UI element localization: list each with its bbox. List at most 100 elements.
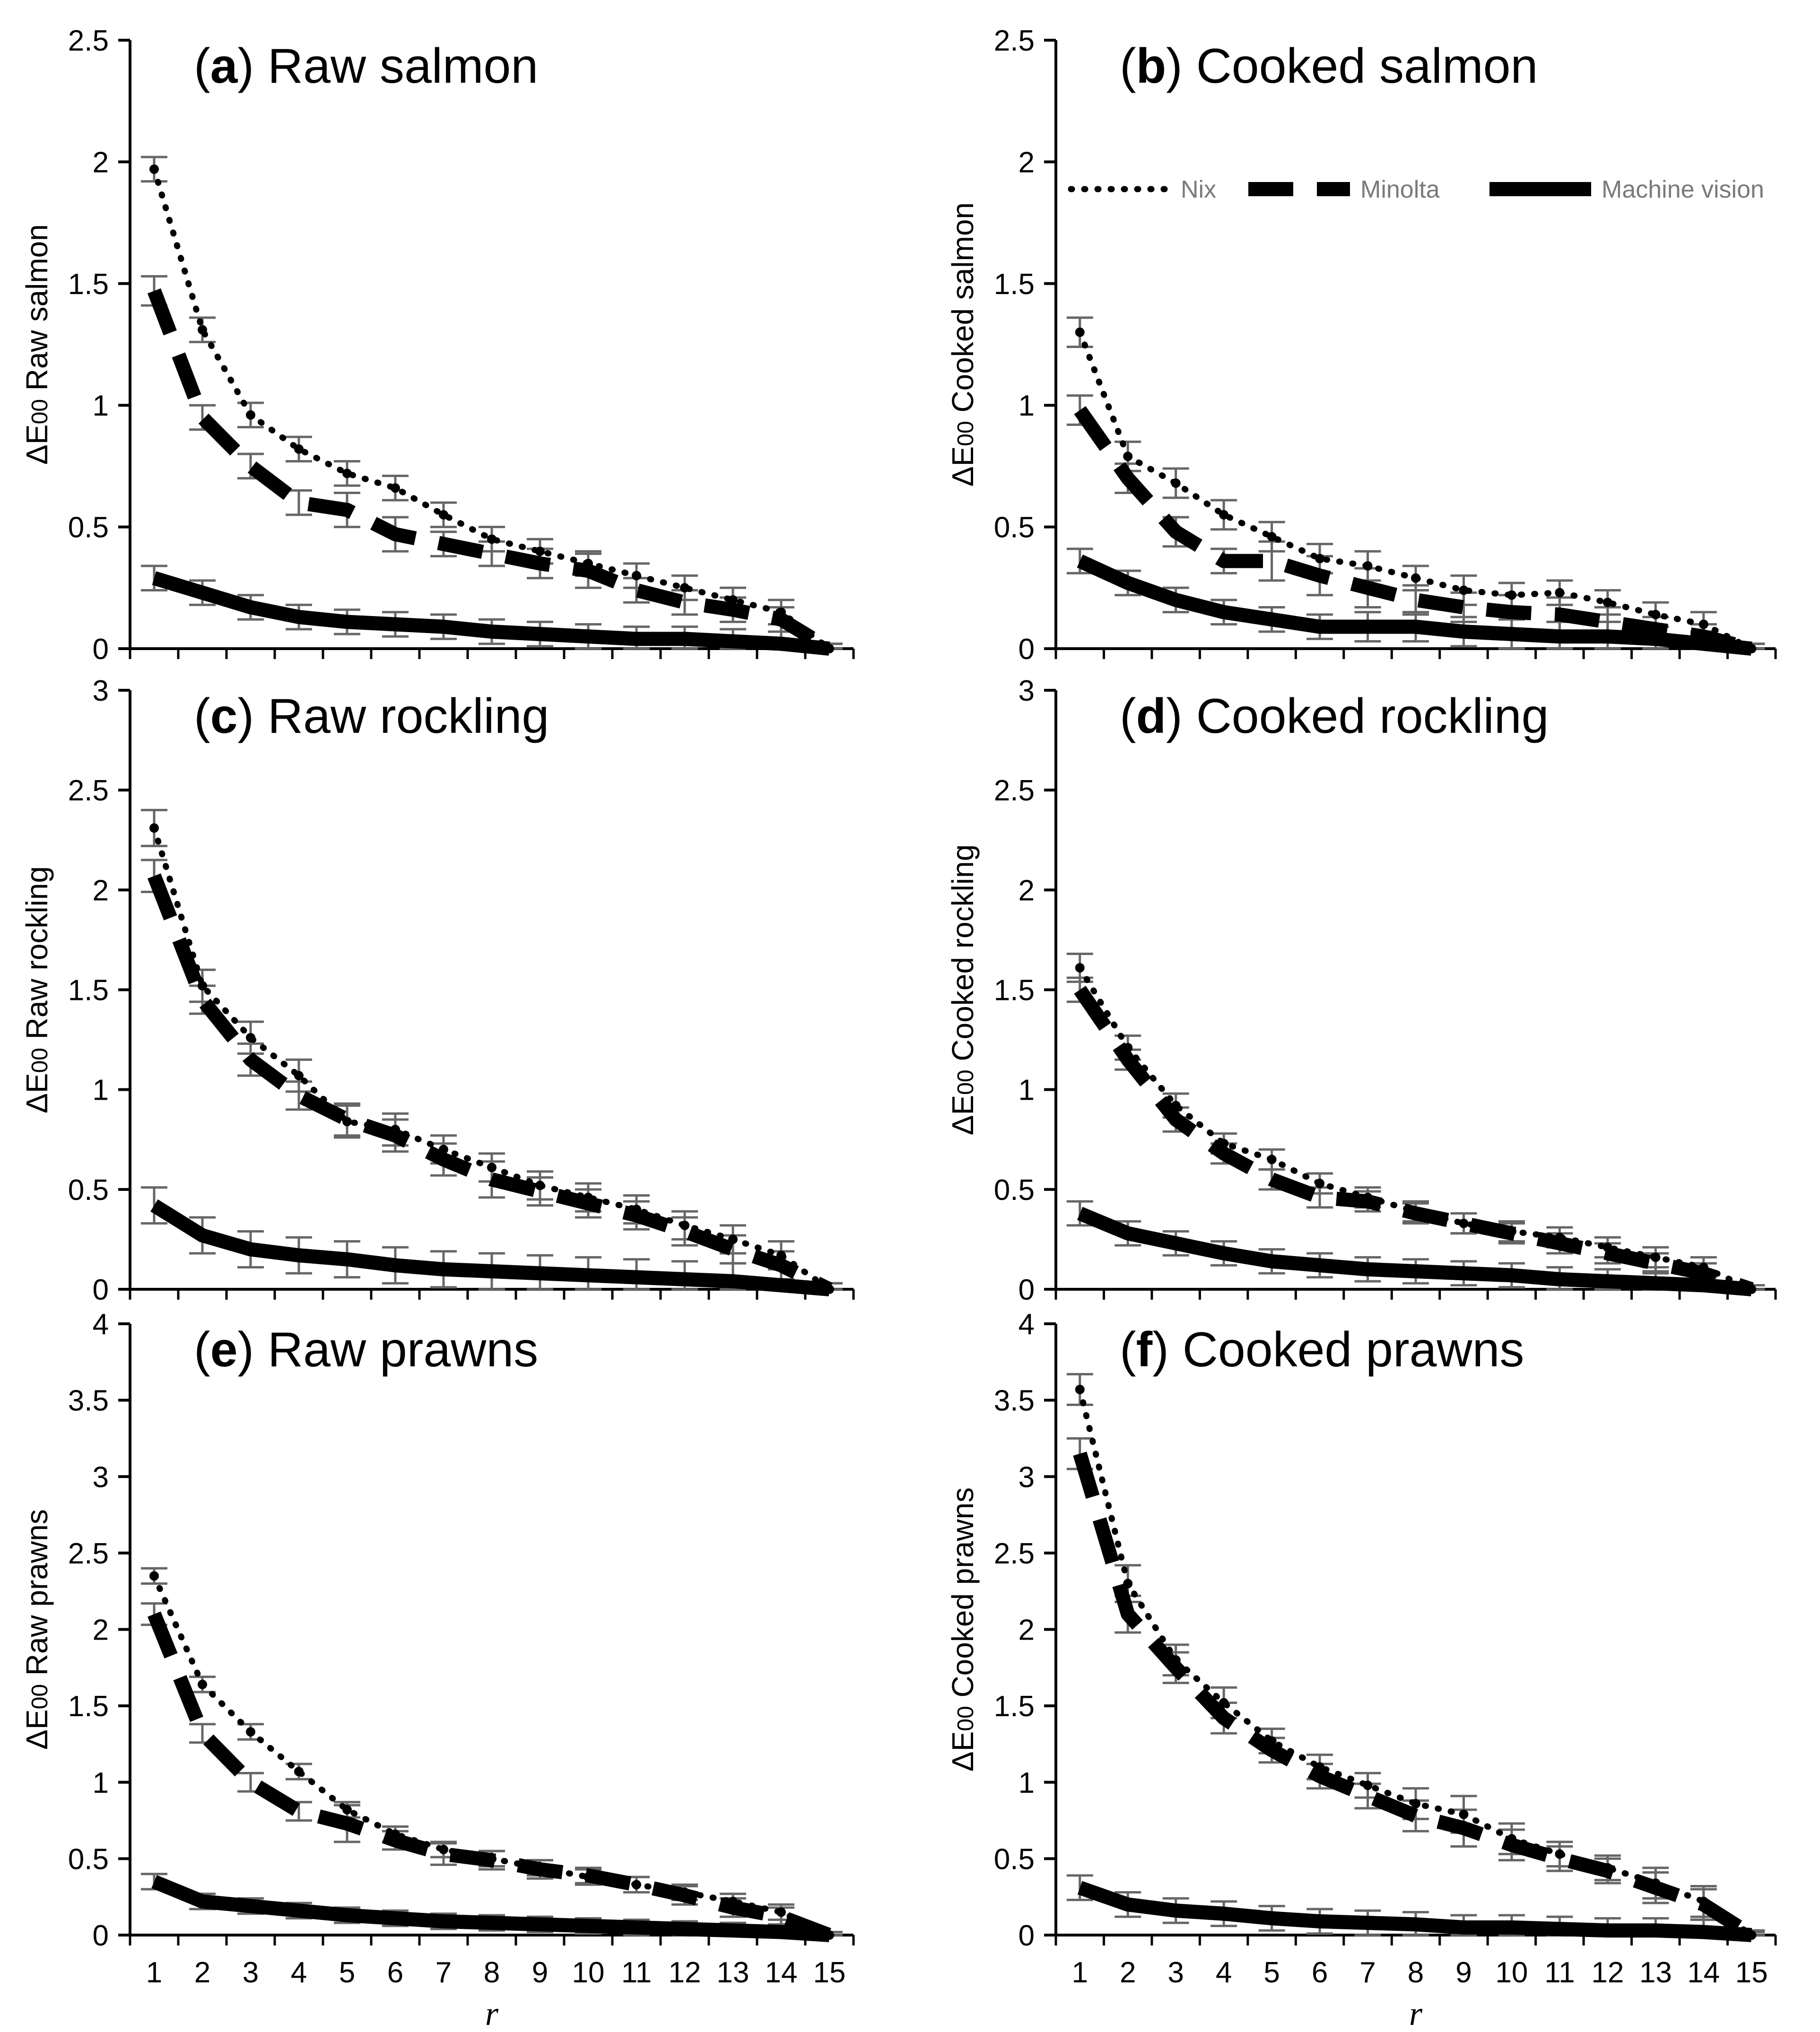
- x-tick-label: 15: [1735, 1956, 1768, 1989]
- data-point: [535, 547, 545, 556]
- y-tick-label: 1: [93, 390, 109, 422]
- chart-panel-c: 0 0.5 1 1.5 2 2.5 3 ΔE00 Raw rockling (c) Raw ro…: [20, 675, 855, 1306]
- x-tick-label: 5: [339, 1956, 355, 1989]
- data-point: [1075, 327, 1085, 337]
- y-tick-label: 2.5: [994, 25, 1035, 57]
- data-point: [246, 1727, 255, 1737]
- y-tick-label: 1: [93, 1767, 109, 1799]
- data-point: [198, 981, 207, 991]
- y-tick-label: 4: [1019, 1308, 1035, 1341]
- data-point: [535, 1181, 545, 1190]
- series-line-minolta: [148, 1611, 832, 1942]
- y-tick-label: 1.5: [68, 1690, 109, 1723]
- y-tick-label: 2: [1019, 1614, 1035, 1647]
- y-axis-label: ΔE00 Raw rockling: [20, 866, 54, 1113]
- data-point: [1602, 598, 1612, 608]
- x-tick-label: 5: [1263, 1956, 1280, 1989]
- y-tick-label: 3: [1019, 1461, 1035, 1494]
- y-tick-label: 2: [1019, 146, 1035, 179]
- data-point: [149, 1571, 159, 1581]
- y-tick-label: 0: [93, 1919, 109, 1952]
- series-line-minolta: [1073, 1451, 1756, 1941]
- x-tick-label: 4: [1216, 1956, 1232, 1989]
- legend-label: Nix: [1181, 176, 1216, 203]
- x-axis-label: r: [485, 1995, 499, 2032]
- y-axis-label: ΔE00 Raw prawns: [20, 1509, 54, 1750]
- panel-title: (a) Raw salmon: [194, 39, 538, 94]
- y-tick-label: 2: [93, 1614, 109, 1647]
- data-point: [391, 483, 400, 493]
- x-tick-label: 2: [1120, 1956, 1136, 1989]
- y-tick-label: 0.5: [68, 512, 109, 544]
- chart-panel-b: 0 0.5 1 1.5 2 2.5 ΔE00 Cooked salmon (b) Cooked…: [946, 25, 1777, 666]
- legend-label: Minolta: [1360, 176, 1440, 203]
- data-point: [198, 1679, 207, 1689]
- data-point: [632, 1880, 641, 1890]
- x-tick-label: 10: [1495, 1956, 1528, 1989]
- x-tick-label: 1: [1071, 1956, 1088, 1989]
- panel-title: (e) Raw prawns: [194, 1322, 538, 1377]
- x-tick-label: 3: [243, 1956, 259, 1989]
- series-line-machine-vision: [152, 571, 830, 656]
- y-tick-label: 0: [1019, 1919, 1035, 1952]
- y-tick-label: 1: [1019, 1074, 1035, 1107]
- y-tick-label: 2.5: [68, 25, 109, 57]
- y-tick-label: 3.5: [68, 1385, 109, 1417]
- data-point: [1171, 478, 1181, 488]
- legend-label: Machine vision: [1602, 176, 1764, 203]
- y-tick-label: 1: [1019, 390, 1035, 422]
- y-tick-label: 3: [93, 1461, 109, 1494]
- data-point: [1267, 1155, 1277, 1164]
- y-tick-label: 1.5: [994, 1690, 1035, 1723]
- y-axis-label: ΔE00 Cooked prawns: [946, 1487, 980, 1771]
- data-point: [1123, 452, 1133, 461]
- x-tick-label: 15: [813, 1956, 846, 1989]
- data-point: [1267, 532, 1277, 542]
- x-tick-label: 8: [484, 1956, 500, 1989]
- data-point: [439, 1844, 448, 1854]
- series-line-machine-vision: [1077, 555, 1752, 656]
- data-point: [487, 534, 496, 544]
- data-point: [294, 1071, 304, 1081]
- y-tick-label: 0: [1019, 633, 1035, 666]
- series-line-nix: [1077, 1386, 1755, 1938]
- data-point: [1315, 554, 1325, 564]
- data-point: [246, 1033, 255, 1042]
- y-tick-label: 3: [1019, 675, 1035, 707]
- y-tick-label: 2.5: [68, 1537, 109, 1570]
- data-point: [1459, 585, 1469, 595]
- data-point: [294, 444, 304, 454]
- series-line-minolta: [1074, 986, 1754, 1296]
- series-line-nix: [151, 166, 833, 652]
- x-tick-label: 12: [669, 1956, 701, 1989]
- y-tick-label: 0: [93, 1274, 109, 1306]
- y-tick-label: 1.5: [994, 974, 1035, 1007]
- data-point: [246, 410, 255, 420]
- chart-panel-f: 00.511.522.533.541 2 3 4 5 6 7 8 9 10 11 12 13 14 15rΔ…: [946, 1308, 1777, 2032]
- series-line-minolta: [1074, 406, 1753, 656]
- y-tick-label: 0.5: [68, 1843, 109, 1876]
- panel-title: (c) Raw rockling: [194, 689, 549, 744]
- data-point: [1363, 561, 1373, 571]
- y-tick-label: 0.5: [994, 1174, 1035, 1207]
- y-tick-label: 2: [93, 146, 109, 179]
- y-axis-label: ΔE00 Cooked rockling: [946, 844, 980, 1136]
- panel-title: (d) Cooked rockling: [1120, 689, 1549, 744]
- y-axis-label: ΔE00 Raw salmon: [20, 224, 54, 465]
- x-tick-label: 11: [621, 1956, 652, 1989]
- x-tick-label: 9: [532, 1956, 548, 1989]
- data-point: [294, 1767, 304, 1777]
- x-tick-label: 9: [1455, 1956, 1472, 1989]
- y-tick-label: 2.5: [994, 1537, 1035, 1570]
- chart-panel-d: 0 0.5 1 1.5 2 2.5 3 ΔE00 Cooked rockling (d) Coo…: [946, 675, 1777, 1306]
- data-point: [439, 510, 448, 520]
- x-tick-label: 6: [387, 1956, 403, 1989]
- data-point: [1219, 510, 1229, 520]
- y-tick-label: 1.5: [68, 974, 109, 1007]
- x-tick-label: 7: [1359, 1956, 1376, 1989]
- data-point: [487, 1163, 496, 1172]
- data-point: [198, 325, 207, 335]
- data-point: [1219, 1698, 1229, 1708]
- y-tick-label: 4: [93, 1308, 109, 1341]
